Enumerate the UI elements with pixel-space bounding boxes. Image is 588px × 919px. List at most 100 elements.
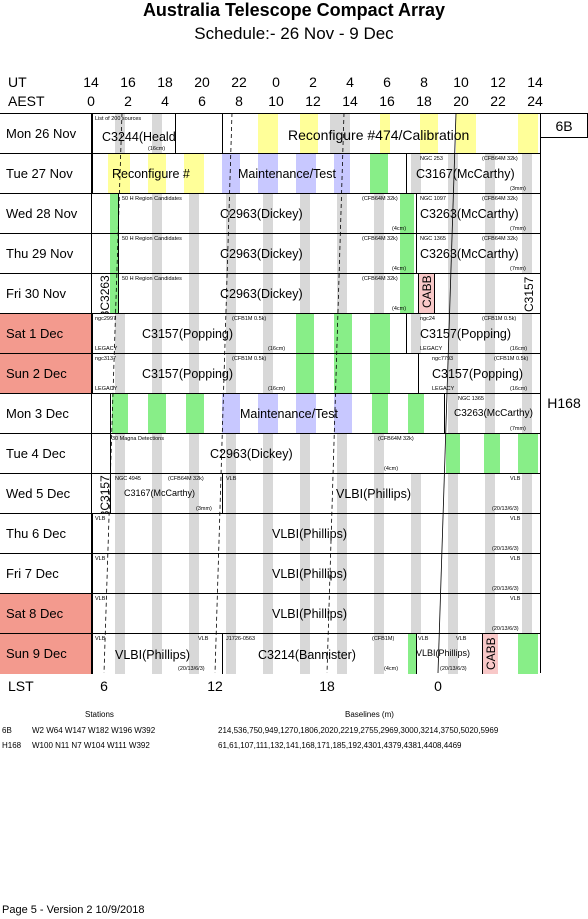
- lst-stripe: [447, 514, 458, 554]
- lst-stripe: [484, 354, 495, 394]
- lst-stripe: [521, 154, 532, 194]
- project-label: C3157(Popping): [142, 367, 234, 381]
- band-note: (20/13/6/3): [492, 626, 519, 632]
- lst-stripe: [447, 594, 458, 634]
- lst-stripe: [447, 554, 458, 594]
- config-6b-row-label: 6B: [2, 726, 12, 735]
- lst-stripe: [521, 234, 532, 274]
- project-label: C2963(Dickey): [210, 447, 293, 461]
- lst-stripe: [188, 514, 199, 554]
- aest-tick: 12: [305, 93, 321, 109]
- lavender-stripe: [296, 394, 316, 434]
- lst-stripe: [373, 514, 384, 554]
- ut-tick: 2: [309, 74, 317, 90]
- block-note: VLB: [198, 636, 209, 642]
- day-row: Sun 9 Dec VLB VLB VLBI(Phillips) (20/13/6/3)…: [0, 633, 540, 674]
- project-label: VLBI(Phillips): [115, 648, 191, 662]
- lst-stripe: [299, 514, 310, 554]
- lst-stripe: [225, 514, 236, 554]
- lst-stripe: [151, 274, 162, 314]
- block-note: VLB: [95, 516, 106, 522]
- block-note: VLB: [456, 636, 467, 642]
- lst-stripe: [151, 554, 162, 594]
- project-label: C3263(McCarthy): [420, 207, 519, 221]
- green-stripe: [518, 434, 538, 474]
- green-stripe: [110, 274, 118, 314]
- config-6b-box: 6B: [540, 113, 588, 138]
- lst-stripe: [373, 194, 384, 234]
- lst-stripe: [299, 234, 310, 274]
- ut-tick: 12: [490, 74, 506, 90]
- lst-stripe: [151, 314, 162, 354]
- green-stripe: [370, 354, 390, 394]
- cabb-label: CABB: [420, 275, 434, 308]
- block-note: NGC 1365: [420, 236, 446, 242]
- green-stripe: [400, 274, 414, 314]
- block-note: VLB: [95, 556, 106, 562]
- lst-stripe: [373, 434, 384, 474]
- green-stripe: [148, 394, 166, 434]
- lst-stripe: [262, 194, 273, 234]
- lst-stripe: [521, 594, 532, 634]
- lst-stripe: [262, 234, 273, 274]
- green-stripe: [296, 314, 314, 354]
- block-note: NGC 1365: [458, 396, 484, 402]
- lst-stripe: [188, 234, 199, 274]
- green-stripe: [400, 194, 414, 234]
- lst-stripe: [114, 554, 125, 594]
- block-note: LEGACY: [420, 346, 443, 352]
- lst-stripe: [373, 274, 384, 314]
- day-row: Thu 29 Nov 50 H Region Candidates C2963(Di…: [0, 233, 540, 346]
- ut-tick: 4: [346, 74, 354, 90]
- baselines-6b: 214,536,750,949,1270,1806,2020,2219,2755…: [218, 726, 499, 735]
- green-stripe: [408, 634, 416, 674]
- lst-stripe: [262, 354, 273, 394]
- band-note: (3mm): [196, 506, 212, 512]
- green-stripe: [408, 394, 424, 434]
- yellow-stripe: [258, 114, 278, 154]
- aest-tick: 0: [87, 93, 95, 109]
- project-label: C3244(Heald): [102, 130, 180, 144]
- schedule-block: [482, 634, 498, 674]
- day-label: Sun 2 Dec: [0, 354, 92, 394]
- project-label: VLBI(Phillips): [272, 607, 348, 621]
- lst-stripe: [410, 474, 421, 514]
- project-vertical-label: C3157: [522, 276, 536, 312]
- aest-tick: 24: [527, 93, 543, 109]
- aest-tick: 14: [342, 93, 358, 109]
- band-note: (16cm): [268, 386, 286, 392]
- ut-tick: 14: [83, 74, 99, 90]
- block-note: (CFB1M): [372, 636, 395, 642]
- yellow-stripe: [380, 114, 390, 154]
- lst-stripe: [484, 514, 495, 554]
- schedule-block: [406, 314, 540, 354]
- day-label: Thu 6 Dec: [0, 514, 92, 554]
- stations-h168: W100 N11 N7 W104 W111 W392: [32, 741, 150, 750]
- block-note: VLB: [510, 516, 521, 522]
- green-stripe: [334, 354, 352, 394]
- lst-stripe: [262, 594, 273, 634]
- lst-stripe: [299, 194, 310, 234]
- lst-stripe: [262, 434, 273, 474]
- lst-stripe: [484, 234, 495, 274]
- lst-stripe: [299, 594, 310, 634]
- ut-label: UT: [8, 74, 27, 90]
- schedule-block: [110, 474, 222, 514]
- ut-tick: 14: [527, 74, 543, 90]
- block-note: (CFB64M 32k): [378, 436, 414, 442]
- block-note: (CFB64M 32k): [362, 196, 398, 202]
- schedule-block: [92, 594, 540, 634]
- lst-stripe: [151, 474, 162, 514]
- day-row: Mon 3 Dec Maintenance/Test NGC 1365 C3263(M…: [0, 393, 540, 546]
- block-note: LEGACY: [432, 386, 455, 392]
- schedule-grid: Mon 26 Nov List of 200 sources C3244(Heald…: [0, 113, 540, 674]
- schedule-block: [406, 154, 540, 194]
- schedule-block: [418, 274, 434, 314]
- aest-label: AEST: [8, 93, 45, 109]
- block-note: NGC 253: [420, 156, 443, 162]
- lst-stripe: [188, 434, 199, 474]
- lst-stripe: [373, 474, 384, 514]
- yellow-stripe: [184, 154, 204, 194]
- lst-stripe: [336, 274, 347, 314]
- lst-stripe: [484, 154, 495, 194]
